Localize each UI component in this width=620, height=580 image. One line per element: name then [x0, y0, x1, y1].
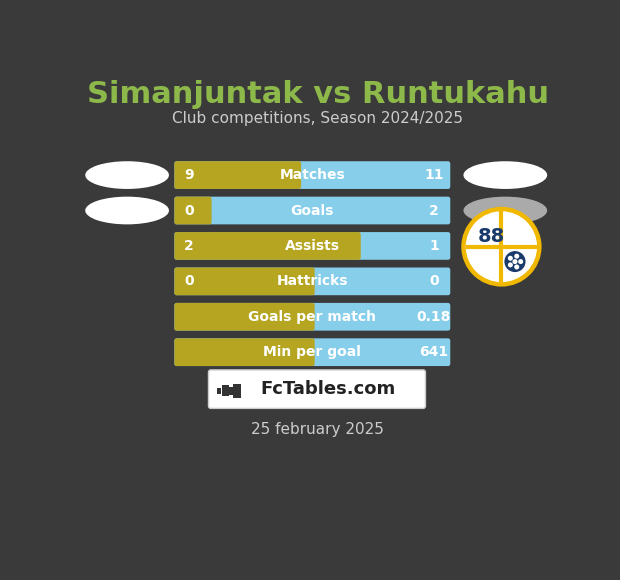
Text: Goals: Goals: [291, 204, 334, 218]
Text: 9: 9: [184, 168, 194, 182]
Text: Assists: Assists: [285, 239, 340, 253]
Ellipse shape: [86, 197, 169, 224]
Text: 2: 2: [429, 204, 439, 218]
FancyBboxPatch shape: [217, 387, 221, 394]
FancyBboxPatch shape: [174, 197, 450, 224]
Text: 11: 11: [424, 168, 444, 182]
Circle shape: [463, 208, 540, 285]
FancyBboxPatch shape: [208, 370, 425, 408]
Circle shape: [508, 262, 513, 267]
FancyBboxPatch shape: [174, 303, 314, 331]
Circle shape: [503, 250, 526, 273]
Ellipse shape: [86, 161, 169, 189]
FancyBboxPatch shape: [174, 161, 301, 189]
Text: Matches: Matches: [280, 168, 345, 182]
Circle shape: [514, 264, 519, 270]
FancyBboxPatch shape: [174, 232, 450, 260]
Ellipse shape: [463, 197, 547, 224]
Ellipse shape: [463, 161, 547, 189]
FancyBboxPatch shape: [233, 384, 241, 398]
Text: 641: 641: [420, 345, 448, 359]
Text: 0.18: 0.18: [417, 310, 451, 324]
Text: 1: 1: [429, 239, 439, 253]
Text: FcTables.com: FcTables.com: [260, 380, 396, 398]
Text: 0: 0: [184, 274, 194, 288]
FancyBboxPatch shape: [174, 303, 450, 331]
FancyBboxPatch shape: [174, 267, 314, 295]
Text: Min per goal: Min per goal: [264, 345, 361, 359]
FancyBboxPatch shape: [228, 387, 232, 394]
Circle shape: [466, 211, 537, 282]
Text: Hattricks: Hattricks: [277, 274, 348, 288]
Text: Club competitions, Season 2024/2025: Club competitions, Season 2024/2025: [172, 111, 463, 126]
FancyBboxPatch shape: [174, 338, 450, 366]
Circle shape: [518, 259, 523, 264]
Circle shape: [508, 256, 513, 261]
Text: Goals per match: Goals per match: [249, 310, 376, 324]
Text: Simanjuntak vs Runtukahu: Simanjuntak vs Runtukahu: [87, 79, 549, 108]
Text: 0: 0: [429, 274, 439, 288]
Text: 0: 0: [184, 204, 194, 218]
FancyBboxPatch shape: [174, 267, 450, 295]
Text: 88: 88: [478, 227, 505, 245]
Text: 2: 2: [184, 239, 194, 253]
FancyBboxPatch shape: [223, 385, 229, 396]
Text: 25 february 2025: 25 february 2025: [251, 422, 384, 437]
FancyBboxPatch shape: [174, 197, 211, 224]
Circle shape: [514, 253, 519, 259]
FancyBboxPatch shape: [174, 338, 314, 366]
Circle shape: [513, 259, 518, 264]
FancyBboxPatch shape: [174, 232, 361, 260]
FancyBboxPatch shape: [174, 161, 450, 189]
